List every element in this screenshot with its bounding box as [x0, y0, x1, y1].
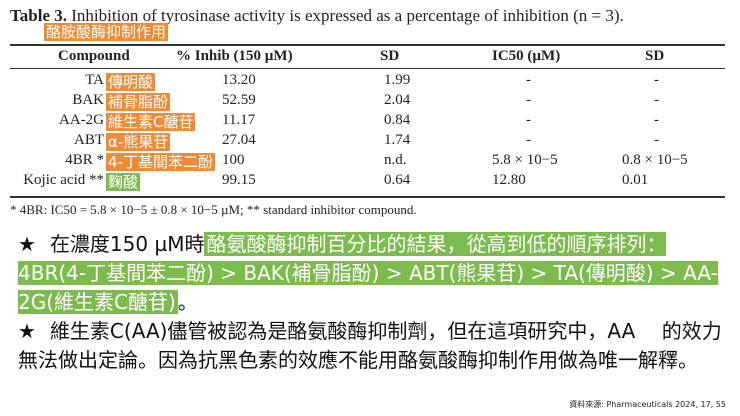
cell-compound-zh: 傳明酸 [106, 73, 156, 91]
star-bullet-icon: ★ [18, 319, 36, 343]
cell-compound-zh: 4-丁基間苯二酚 [106, 153, 215, 171]
caption-text: Inhibition of tyrosinase activity is exp… [71, 6, 624, 25]
note-2-text: 維生素C(AA)儘管被認為是酪氨酸酶抑制劑，但在這項研究中，AA 的效力無法做出… [18, 319, 722, 372]
cell-ic50: - [526, 112, 531, 128]
cell-sd2: 0.8 × 10−5 [622, 152, 688, 168]
cell-sd2: - [654, 72, 659, 88]
cell-inhib: 13.20 [222, 72, 256, 88]
cell-inhib: 100 [222, 152, 245, 168]
cell-compound-zh-wrap: 維生素C醣苷 [106, 111, 196, 132]
cell-inhib: 27.04 [222, 132, 256, 148]
note-2: ★ 維生素C(AA)儘管被認為是酪氨酸酶抑制劑，但在這項研究中，AA 的效力無法做… [18, 317, 728, 375]
table-header-rule [10, 68, 725, 69]
note-1: ★ 在濃度150 µM時 酪氨酸酶抑制百分比的結果，從高到低的順序排列：4BR(4-… [18, 230, 728, 317]
cell-sd2: - [654, 112, 659, 128]
cell-compound-zh-wrap: 補骨脂酚 [106, 91, 171, 112]
header-sd: SD [380, 48, 400, 64]
cell-ic50: 12.80 [492, 172, 526, 188]
cell-inhib: 52.59 [222, 92, 256, 108]
cell-compound-zh: 維生素C醣苷 [106, 113, 196, 131]
cell-sd: 0.84 [384, 112, 411, 128]
cell-compound-zh-wrap: 麴酸 [106, 171, 141, 192]
header-inhib: % Inhib (150 µM) [176, 48, 293, 64]
cell-compound: AA-2G [59, 112, 104, 128]
cell-ic50: - [526, 132, 531, 148]
table-bottom-rule [10, 196, 725, 198]
cell-sd2: - [654, 92, 659, 108]
source-citation: 資料來源: Pharmaceuticals 2024, 17, 55 [569, 400, 726, 409]
cell-compound-zh: 麴酸 [106, 173, 141, 191]
cell-sd: 0.64 [384, 172, 411, 188]
cell-compound: 4BR * [65, 152, 104, 168]
cell-sd: 1.99 [384, 72, 411, 88]
cell-inhib: 11.17 [222, 112, 256, 128]
header-ic50: IC50 (µM) [492, 48, 561, 64]
note-1-end: 。 [177, 290, 198, 314]
cell-sd: 1.74 [384, 132, 411, 148]
cell-sd: 2.04 [384, 92, 411, 108]
cell-compound-zh-wrap: 4-丁基間苯二酚 [106, 151, 215, 172]
header-sd2: SD [645, 48, 665, 64]
header-compound: Compound [58, 48, 130, 64]
caption-translation: 酪胺酸酶抑制作用 [44, 23, 169, 43]
table-top-rule [10, 44, 725, 46]
star-bullet-icon: ★ [18, 232, 36, 256]
cell-sd2: - [654, 132, 659, 148]
notes-block: ★ 在濃度150 µM時 酪氨酸酶抑制百分比的結果，從高到低的順序排列：4BR(4-… [18, 230, 728, 375]
cell-compound: BAK [72, 92, 104, 108]
cell-ic50: - [526, 72, 531, 88]
caption-translation-text: 酪胺酸酶抑制作用 [44, 23, 169, 41]
caption-label: Table 3. [10, 6, 68, 25]
cell-compound-zh-wrap: 傳明酸 [106, 71, 156, 92]
cell-compound: Kojic acid ** [23, 172, 104, 188]
cell-compound: ABT [74, 132, 104, 148]
note-1-plain: 在濃度150 µM時 [49, 232, 205, 256]
table-caption: Table 3. Inhibition of tyrosinase activi… [10, 6, 624, 26]
cell-compound-zh: α-熊果苷 [106, 133, 171, 151]
cell-sd: n.d. [384, 152, 407, 168]
cell-compound-zh-wrap: α-熊果苷 [106, 131, 171, 152]
cell-ic50: 5.8 × 10−5 [492, 152, 558, 168]
table-footnote: * 4BR: IC50 = 5.8 × 10−5 ± 0.8 × 10−5 µM… [10, 202, 417, 217]
cell-compound-zh: 補骨脂酚 [106, 93, 171, 111]
cell-inhib: 99.15 [222, 172, 256, 188]
cell-compound: TA [85, 72, 104, 88]
cell-ic50: - [526, 92, 531, 108]
cell-sd2: 0.01 [622, 172, 649, 188]
